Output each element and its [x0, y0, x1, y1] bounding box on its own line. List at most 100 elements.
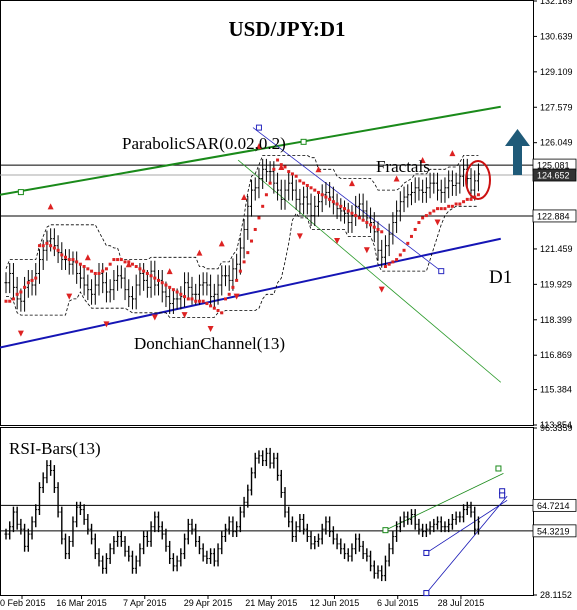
rsi-trendline	[426, 495, 508, 594]
sar-point	[223, 297, 227, 301]
sar-point	[443, 207, 447, 211]
sar-point	[354, 214, 358, 218]
price-tick-label: 121.459	[540, 244, 573, 254]
sar-point	[294, 174, 298, 178]
sar-point	[305, 183, 309, 187]
sar-point	[34, 276, 38, 280]
parabolic-sar-label: ParabolicSAR(0.02,0.2)	[122, 134, 286, 153]
sar-point	[413, 227, 417, 231]
sar-point	[290, 172, 294, 176]
sar-point	[209, 304, 213, 308]
fractal-down-marker	[363, 247, 370, 254]
sar-point	[138, 267, 142, 271]
x-tick-label: 6 Jul 2015	[377, 598, 419, 608]
donchian-lower	[6, 205, 479, 318]
sar-point	[179, 292, 183, 296]
trendline-anchor	[17, 189, 24, 196]
price-tick-label: 118.399	[540, 315, 572, 325]
rsi-tick-label: 28.1152	[540, 590, 572, 600]
price-tick-label: 115.384	[540, 385, 572, 395]
sar-point	[264, 193, 268, 197]
rsi-trendline-anchor	[423, 549, 430, 556]
price-tick-label: 132.169	[540, 0, 573, 6]
sar-point	[335, 202, 339, 206]
sar-point	[421, 216, 425, 220]
sar-point	[64, 255, 68, 259]
sar-point	[101, 269, 105, 273]
price-tag-box	[532, 209, 577, 223]
rsi-trendlines	[382, 465, 508, 597]
sar-point	[71, 258, 75, 262]
sar-point	[201, 299, 205, 303]
sar-point	[469, 197, 473, 201]
sar-point	[436, 207, 440, 211]
sar-point	[454, 202, 458, 206]
fractal-down-marker	[17, 330, 24, 337]
rsi-trendline	[385, 473, 504, 531]
sar-point	[160, 281, 164, 285]
sar-point	[383, 265, 387, 269]
donchian-channel	[5, 155, 479, 318]
sar-point	[447, 204, 451, 208]
sar-point	[261, 204, 265, 208]
x-tick-label: 16 Mar 2015	[56, 598, 107, 608]
sar-point	[130, 262, 134, 266]
x-tick-label: 7 Apr 2015	[123, 598, 167, 608]
x-axis: 0 Feb 2015 16 Mar 2015 7 Apr 2015 29 Apr 20…	[0, 595, 484, 608]
fractal-down-marker	[334, 238, 341, 245]
fractal-up-marker	[166, 268, 173, 275]
sar-point	[171, 288, 175, 292]
rsi-tag-box	[532, 498, 577, 512]
sar-point	[82, 265, 86, 269]
sar-point	[216, 308, 220, 312]
sar-point	[473, 195, 477, 199]
trendline-anchor	[300, 138, 307, 145]
sar-point	[164, 283, 168, 287]
sar-point	[45, 241, 49, 245]
sar-point	[134, 265, 138, 269]
sar-point	[361, 218, 365, 222]
price-tag-label: 124.652	[537, 171, 570, 181]
price-tag-box	[532, 168, 577, 182]
sar-point	[8, 299, 12, 303]
sar-point	[23, 285, 27, 289]
sar-point	[4, 299, 8, 303]
sar-point	[246, 251, 250, 255]
sar-point	[316, 190, 320, 194]
fractals	[17, 143, 456, 337]
sar-point	[402, 248, 406, 252]
sar-point	[157, 278, 161, 282]
x-tick-label: 28 Jul 2015	[438, 598, 485, 608]
fractal-up-marker	[196, 249, 203, 256]
fractal-up-marker	[241, 194, 248, 201]
sar-point	[346, 209, 350, 213]
sar-point	[231, 285, 235, 289]
sar-point	[67, 258, 71, 262]
fractal-up-marker	[218, 240, 225, 247]
rsi-tag-label: 54.3219	[537, 526, 570, 536]
sar-point	[37, 244, 41, 248]
sar-point	[168, 285, 172, 289]
sar-point	[476, 193, 480, 197]
sar-point	[268, 181, 272, 185]
x-tick-label: 29 Apr 2015	[184, 598, 233, 608]
sar-point	[56, 248, 60, 252]
sar-point	[380, 230, 384, 234]
highlight-ellipse	[465, 160, 491, 200]
sar-point	[186, 297, 190, 301]
fractal-down-marker	[207, 326, 214, 333]
sar-point	[343, 207, 347, 211]
price-trendlines	[0, 105, 502, 383]
sar-point	[197, 299, 201, 303]
sar-point	[78, 262, 82, 266]
fractal-down-marker	[103, 321, 110, 328]
fractal-down-marker	[296, 233, 303, 240]
sar-point	[395, 258, 399, 262]
donchian-channel-label: DonchianChannel(13)	[134, 334, 285, 353]
rsi-trendline-anchor	[423, 590, 430, 597]
sar-point	[112, 258, 116, 262]
sar-point	[11, 297, 15, 301]
donchian-upper	[5, 155, 479, 270]
